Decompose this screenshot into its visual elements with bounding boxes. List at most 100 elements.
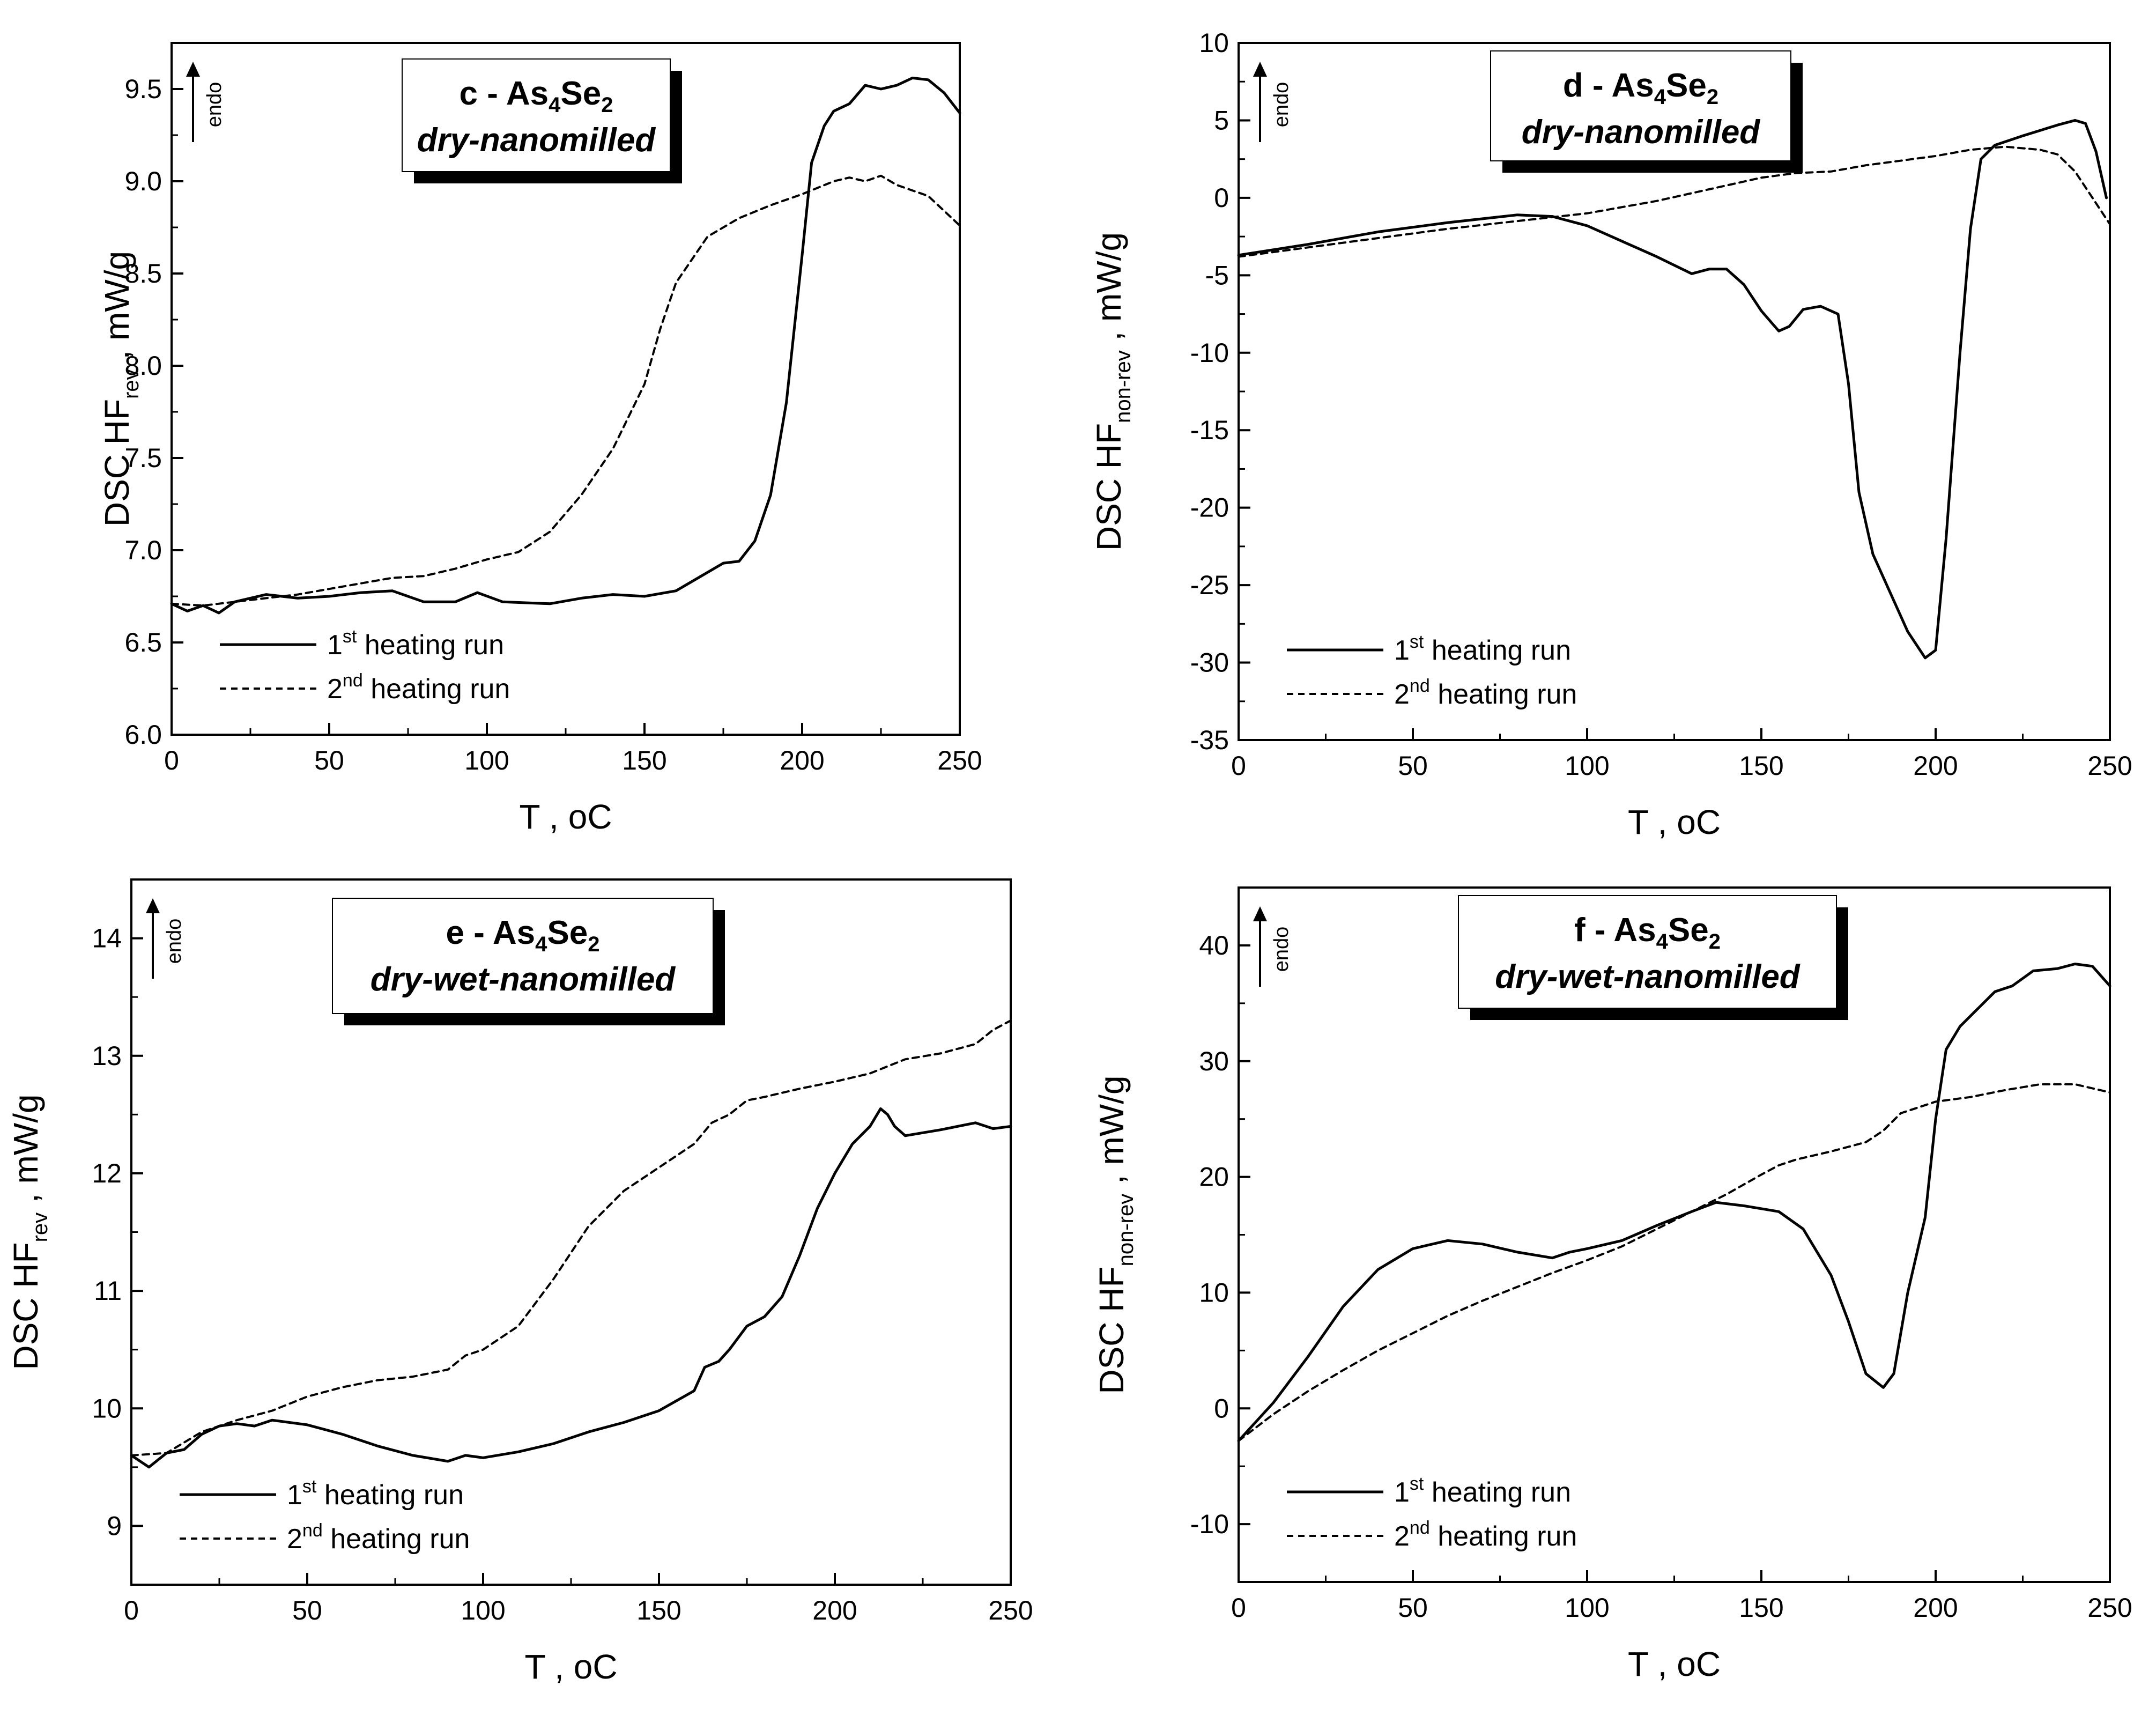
y-axis-title-unit: , mW/g: [6, 1094, 45, 1212]
x-tick-label: 150: [636, 1595, 681, 1625]
y-axis-title: DSC HFrev , mW/g: [6, 1094, 52, 1370]
y-tick-label: 0: [1214, 183, 1229, 213]
panel-subtitle: dry-wet-nanomilled: [371, 961, 676, 998]
panel-subtitle: dry-nanomilled: [417, 122, 656, 159]
x-axis-title: T , oC: [519, 797, 612, 836]
x-tick-label: 100: [461, 1595, 505, 1625]
x-tick-label: 250: [988, 1595, 1033, 1625]
title-box: [332, 898, 714, 1014]
panel-subtitle: dry-nanomilled: [1522, 114, 1761, 151]
y-tick-label: -30: [1190, 648, 1229, 678]
legend-num: 2: [287, 1524, 302, 1555]
y-tick-label: -25: [1190, 570, 1229, 600]
legend-num: 2: [327, 674, 343, 705]
series-2nd-heating-run: [1238, 1083, 2111, 1442]
y-axis-title-main: DSC HF: [98, 399, 136, 527]
legend-sup: nd: [1410, 1518, 1430, 1538]
legend-entry-label: 1st heating run: [1394, 1474, 1571, 1508]
legend-sup: st: [343, 626, 357, 647]
legend-text: heating run: [357, 630, 504, 661]
y-axis-title-main: DSC HF: [1092, 1266, 1131, 1394]
y-tick-label: 14: [92, 923, 122, 953]
y-axis-title-unit: , mW/g: [1090, 232, 1128, 350]
y-axis-title: DSC HFrev , mW/g: [98, 251, 143, 527]
y-tick-label: 8.0: [124, 351, 162, 381]
x-axis-title-text: T ,: [524, 1647, 573, 1686]
endo-label: endo: [203, 82, 226, 128]
title-box: [402, 58, 671, 172]
y-axis-title-sub: rev: [120, 369, 143, 399]
panel-title-mid: Se: [547, 914, 588, 951]
y-tick-label: 9: [107, 1511, 122, 1541]
y-axis-title: DSC HFnon-rev , mW/g: [1092, 1075, 1138, 1394]
y-tick-label: 10: [1199, 28, 1229, 58]
y-axis-title: DSC HFnon-rev , mW/g: [1090, 232, 1135, 551]
legend-num: 1: [327, 630, 343, 661]
endo-arrow-icon: [186, 62, 200, 77]
x-axis-title-text: T ,: [519, 797, 568, 836]
panel-title: e - As4Se2: [446, 914, 600, 956]
legend-num: 1: [1394, 1477, 1410, 1508]
x-tick-label: 0: [124, 1595, 139, 1625]
panel-title-mid: Se: [1666, 67, 1707, 104]
y-tick-label: -10: [1190, 1509, 1229, 1539]
y-tick-label: -10: [1190, 338, 1229, 368]
legend-num: 2: [1394, 1521, 1410, 1552]
y-axis-title-main: DSC HF: [6, 1242, 45, 1370]
legend-text: heating run: [1430, 679, 1577, 710]
y-tick-label: -5: [1205, 260, 1229, 290]
panel-d: 0 50 100 150 200 250 -35 -30 -25 -20 -15 -10 -5 0 5 10 T…: [1090, 28, 2132, 841]
panel-title-sub: 2: [1709, 930, 1721, 953]
series-1st-heating-run: [1237, 119, 2108, 660]
title-box: [1490, 50, 1791, 161]
legend-text: heating run: [316, 1480, 464, 1511]
y-tick-label: 10: [92, 1393, 122, 1423]
x-tick-label: 100: [464, 745, 509, 775]
y-tick-label: 20: [1199, 1162, 1229, 1192]
panel-title-sub: 4: [1656, 930, 1669, 953]
y-tick-label: 12: [92, 1158, 122, 1188]
y-axis-title-main: DSC HF: [1090, 423, 1128, 551]
y-tick-label: 6.0: [124, 720, 162, 750]
x-tick-label: 50: [1398, 751, 1428, 781]
legend-num: 1: [287, 1480, 302, 1511]
x-tick-label: 100: [1565, 1593, 1609, 1623]
y-tick-label: -15: [1190, 415, 1229, 445]
x-tick-label: 200: [1913, 751, 1958, 781]
y-tick-label: 40: [1199, 930, 1229, 960]
x-tick-label: 200: [1913, 1593, 1958, 1623]
x-tick-label: 250: [2087, 1593, 2132, 1623]
legend-entry-label: 2nd heating run: [287, 1520, 470, 1555]
panel-title-mid: Se: [1668, 912, 1709, 949]
legend-sup: st: [1410, 1474, 1424, 1494]
legend-sup: nd: [302, 1520, 323, 1541]
legend-num: 2: [1394, 679, 1410, 710]
y-tick-label: -35: [1190, 725, 1229, 755]
legend-sup: nd: [343, 670, 363, 691]
legend-sup: nd: [1410, 676, 1430, 696]
y-axis-title-sub: rev: [28, 1213, 52, 1243]
x-tick-label: 0: [1231, 751, 1246, 781]
endo-arrow-icon: [1253, 62, 1267, 77]
legend-entry-label: 1st heating run: [287, 1476, 464, 1511]
endo-arrow-icon: [146, 898, 160, 913]
x-tick-label: 50: [314, 745, 344, 775]
legend-text: heating run: [363, 674, 510, 705]
y-tick-label: 6.5: [124, 627, 162, 657]
legend-text: heating run: [1430, 1521, 1577, 1552]
y-axis-title-unit: , mW/g: [98, 251, 136, 369]
legend-text: heating run: [1424, 1477, 1571, 1508]
panel-title: d - As4Se2: [1563, 67, 1718, 109]
y-tick-label: 8.5: [124, 258, 162, 289]
x-tick-label: 150: [1739, 1593, 1783, 1623]
legend-entry-label: 2nd heating run: [1394, 676, 1577, 710]
legend-num: 1: [1394, 635, 1410, 666]
y-axis-title-sub: non-rev: [1112, 350, 1135, 423]
x-axis-title-text: T ,: [1628, 1645, 1677, 1683]
x-tick-label: 50: [1398, 1593, 1428, 1623]
series-1st-heating-run: [170, 76, 961, 615]
panel-title-prefix: d - As: [1563, 67, 1654, 104]
x-tick-label: 200: [812, 1595, 857, 1625]
